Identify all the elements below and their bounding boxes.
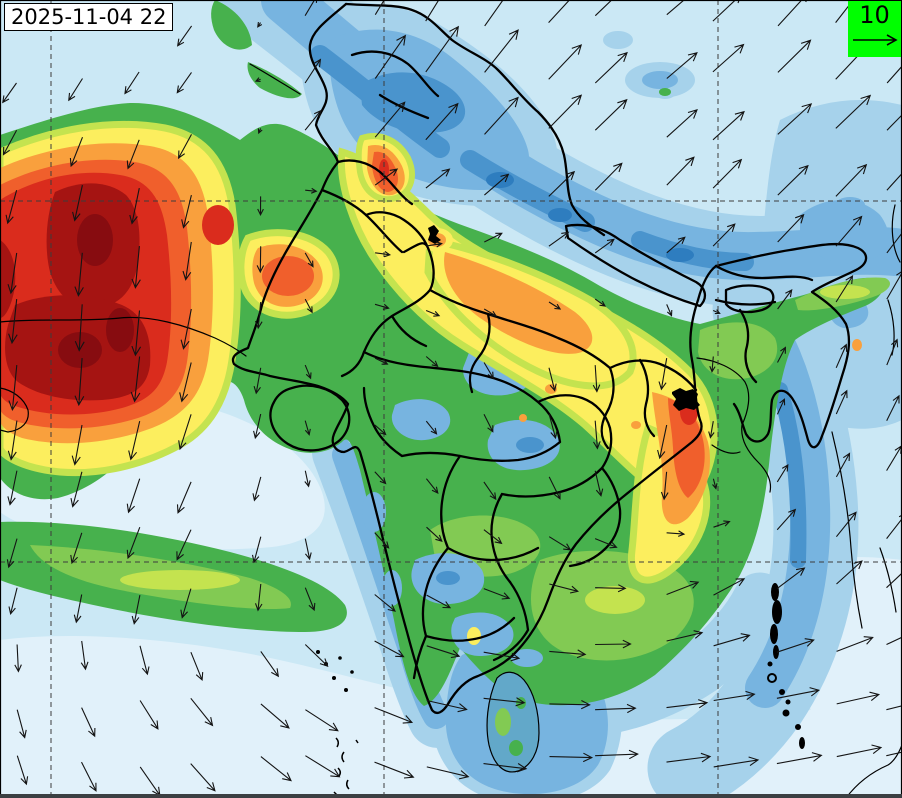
wind-reference-legend: 10 [848, 1, 902, 57]
delhi-city-mark [428, 225, 441, 244]
pakistan-coastline [0, 316, 247, 357]
kolkata-city-mark [672, 388, 700, 411]
india-state-borders [231, 2, 868, 714]
timestamp-text: 2025-11-04 22 [11, 5, 167, 29]
himalaya-border [344, 2, 606, 237]
nicobar-islands [779, 689, 805, 749]
india-ne-outline [689, 242, 868, 449]
nepal-outline [564, 223, 707, 308]
sri-lanka-outline [486, 671, 540, 773]
timestamp-label: 2025-11-04 22 [4, 3, 174, 31]
afghan-border [249, 63, 301, 95]
sri-lanka-fill [487, 672, 539, 772]
andaman-islands [767, 583, 782, 683]
maldives-islands [333, 737, 359, 796]
country-borders-thin [0, 63, 902, 798]
myanmar-coastline [831, 431, 863, 629]
reference-arrow-icon [852, 34, 898, 46]
reference-speed-value: 10 [859, 1, 890, 29]
saurashtra-outline [269, 384, 351, 452]
india-outline [231, 2, 703, 714]
